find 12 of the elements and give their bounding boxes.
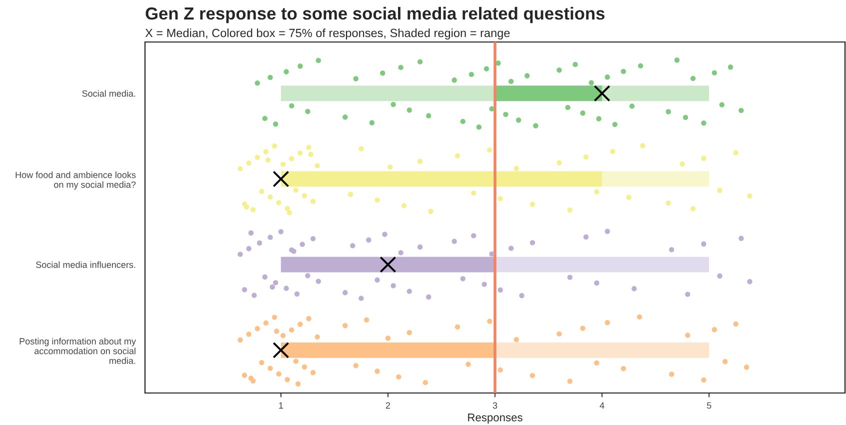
x-tick-label: 3 <box>492 402 498 409</box>
x-tick-label: 2 <box>386 402 390 409</box>
x-tick-label: 5 <box>706 402 712 409</box>
y-tick-label: Social media. <box>82 90 136 97</box>
y-tick-label: Social media influencers. <box>36 261 136 268</box>
y-tick-label: How food and ambience looks on my social media? <box>16 171 136 190</box>
chart-title: Gen Z response to some social media related questions <box>146 6 604 24</box>
x-axis-title: Responses <box>468 414 522 424</box>
y-tick-label: Posting information about my accommodation on social media. <box>20 338 136 364</box>
chart-subtitle: X = Median, Colored box = 75% of responses, Shaded region = range <box>145 28 510 40</box>
x-tick-label: 4 <box>600 402 604 409</box>
x-tick-label: 1 <box>279 402 284 409</box>
